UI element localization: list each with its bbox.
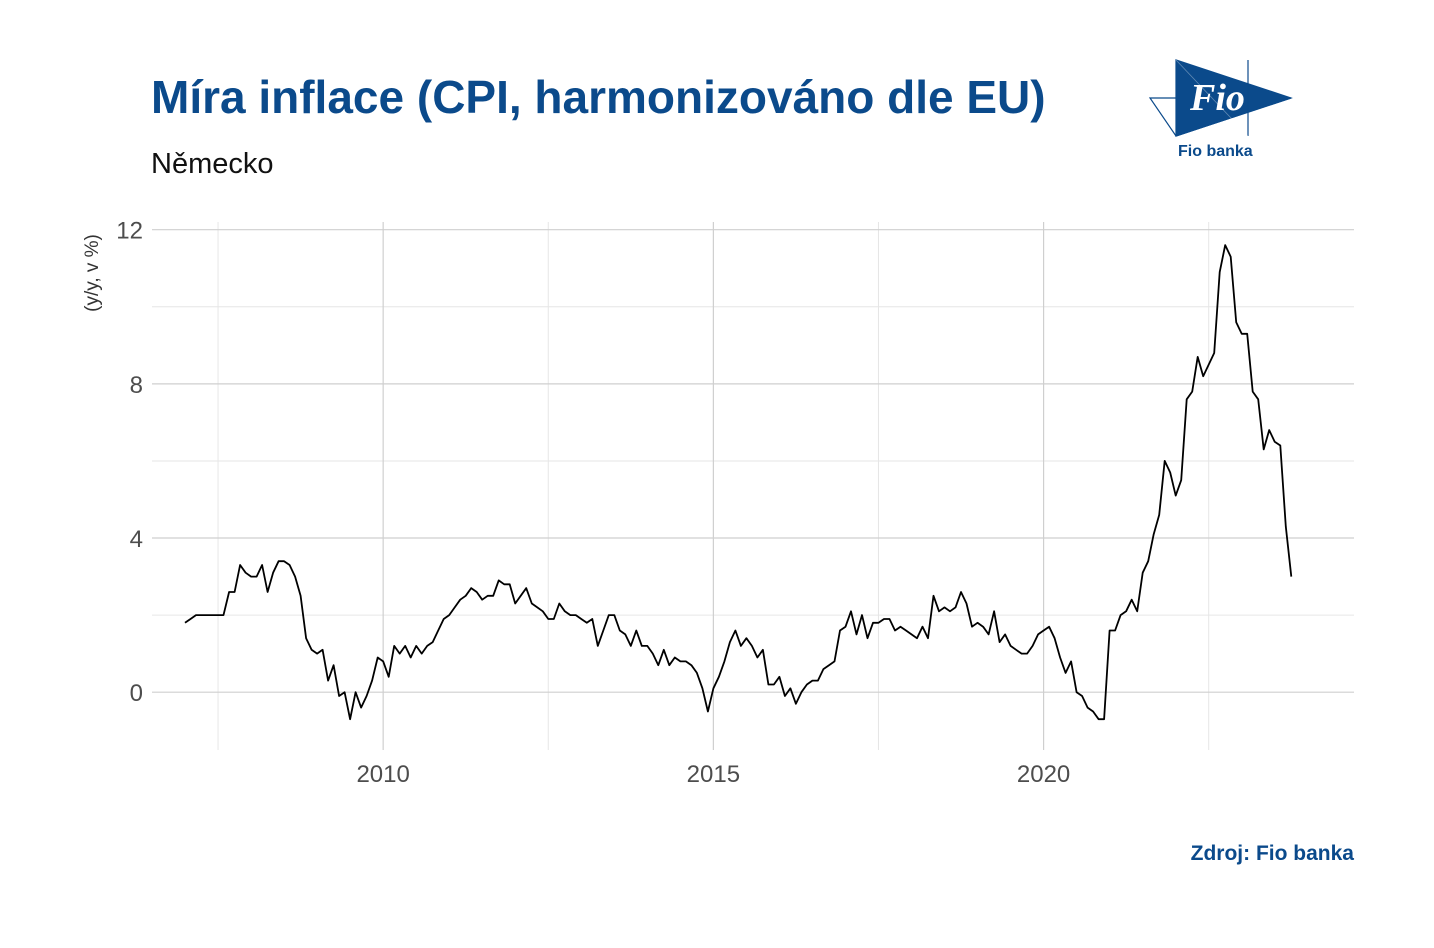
series-line: [184, 244, 1293, 721]
y-tick-label: 4: [130, 526, 143, 553]
y-axis: 0 4 8 12: [116, 218, 143, 707]
x-tick-label: 2015: [687, 761, 740, 788]
y-tick-label: 0: [130, 680, 143, 707]
logo-mark-text: Fio: [1189, 77, 1245, 119]
x-tick-label: 2010: [356, 761, 409, 788]
fio-logo-icon: Fio: [1148, 59, 1293, 137]
logo-name: Fio banka: [1178, 143, 1253, 160]
chart-title: Míra inflace (CPI, harmonizováno dle EU): [151, 71, 1046, 123]
y-axis-label: (y/y, v %): [82, 234, 103, 312]
series: [184, 244, 1293, 721]
y-tick-label: 12: [116, 218, 143, 245]
source-note: Zdroj: Fio banka: [1190, 842, 1354, 865]
x-axis: 2010 2015 2020: [356, 761, 1070, 788]
chart-subtitle: Německo: [151, 148, 274, 180]
x-tick-label: 2020: [1017, 761, 1070, 788]
y-tick-label: 8: [130, 372, 143, 399]
